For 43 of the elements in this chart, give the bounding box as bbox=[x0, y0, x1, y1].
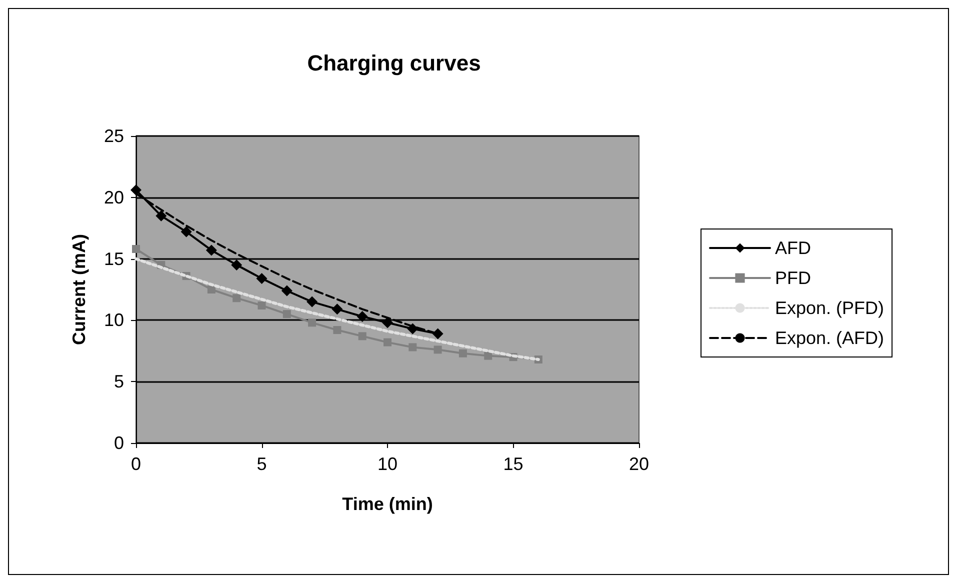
y-tick-label: 10 bbox=[104, 310, 124, 330]
point bbox=[384, 338, 392, 346]
x-tick-label: 10 bbox=[377, 454, 398, 474]
point bbox=[132, 244, 140, 253]
y-tick-label: 25 bbox=[104, 126, 124, 146]
point bbox=[432, 328, 444, 340]
point bbox=[484, 352, 492, 360]
point bbox=[458, 349, 467, 358]
x-tick-label: 20 bbox=[628, 454, 650, 474]
y-tick-label: 0 bbox=[114, 433, 124, 453]
point bbox=[308, 318, 316, 327]
x-tick-label: 15 bbox=[503, 454, 524, 474]
point bbox=[281, 285, 292, 296]
point bbox=[232, 294, 241, 302]
point bbox=[408, 343, 417, 352]
legend-label: Expon. (AFD) bbox=[775, 328, 884, 348]
point bbox=[356, 311, 368, 322]
point bbox=[358, 332, 366, 340]
y-tick-label: 20 bbox=[104, 187, 124, 208]
point bbox=[434, 346, 442, 354]
point bbox=[258, 301, 266, 310]
point bbox=[306, 296, 318, 308]
point bbox=[282, 310, 291, 318]
point bbox=[231, 259, 242, 270]
legend-label: AFD bbox=[775, 238, 811, 258]
point bbox=[256, 272, 268, 284]
point bbox=[130, 184, 142, 196]
x-axis-title: Time (min) bbox=[342, 494, 433, 514]
chart-title: Charging curves bbox=[307, 50, 481, 76]
y-tick-label: 15 bbox=[104, 248, 124, 269]
point bbox=[156, 210, 167, 222]
point bbox=[180, 226, 192, 238]
point bbox=[207, 286, 216, 294]
point bbox=[382, 317, 393, 328]
point bbox=[332, 304, 343, 315]
y-tick-label: 5 bbox=[114, 372, 124, 392]
legend-label: Expon. (PFD) bbox=[775, 298, 884, 318]
point bbox=[333, 326, 342, 334]
point bbox=[206, 244, 217, 256]
x-tick-label: 5 bbox=[256, 454, 267, 474]
x-tick-label: 0 bbox=[130, 454, 142, 474]
legend-label: PFD bbox=[775, 268, 811, 288]
y-axis-title: Current (mA) bbox=[69, 234, 89, 345]
